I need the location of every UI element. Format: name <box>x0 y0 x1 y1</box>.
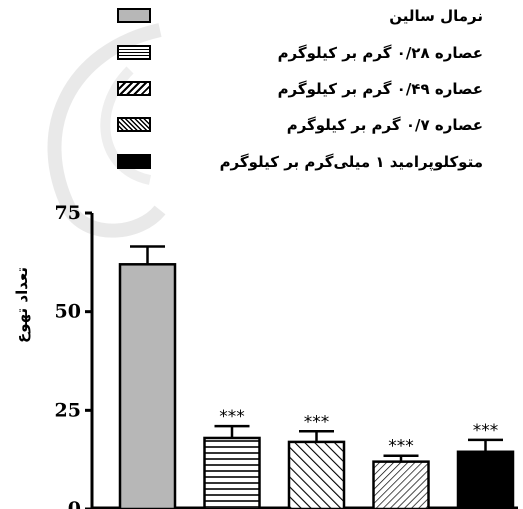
bar <box>203 436 261 509</box>
significance-label: *** <box>473 421 499 441</box>
bar <box>372 460 430 509</box>
bar <box>287 440 346 509</box>
legend-label-metoclopramide: متوکلوپرامید ۱ میلی‌گرم بر کیلوگرم <box>219 153 483 171</box>
bar <box>118 263 177 509</box>
chart-legend: نرمال سالین عصاره ۰/۲۸ گرم بر کیلوگرم عص… <box>0 0 523 190</box>
legend-label-extract-049: عصاره ۰/۴۹ گرم بر کیلوگرم <box>277 80 483 98</box>
legend-label-extract-028: عصاره ۰/۲۸ گرم بر کیلوگرم <box>277 44 483 62</box>
legend-swatch-normal-saline <box>117 8 151 23</box>
significance-label: *** <box>388 437 414 457</box>
significance-label: *** <box>219 407 245 427</box>
bar <box>456 450 515 509</box>
legend-swatch-extract-028 <box>117 45 151 60</box>
legend-swatch-metoclopramide <box>117 154 151 169</box>
y-tick-label: 25 <box>55 399 81 421</box>
legend-label-normal-saline: نرمال سالین <box>389 7 483 25</box>
y-tick-label: 50 <box>55 301 81 323</box>
y-tick-label: 75 <box>55 202 81 224</box>
y-axis-label: تعداد تهوع <box>13 267 31 344</box>
legend-swatch-extract-07 <box>117 117 151 132</box>
significance-label: *** <box>304 412 330 432</box>
y-tick-label: 0 <box>68 498 81 509</box>
legend-label-extract-07: عصاره ۰/۷ گرم بر کیلوگرم <box>286 116 483 134</box>
legend-swatch-extract-049 <box>117 81 151 96</box>
